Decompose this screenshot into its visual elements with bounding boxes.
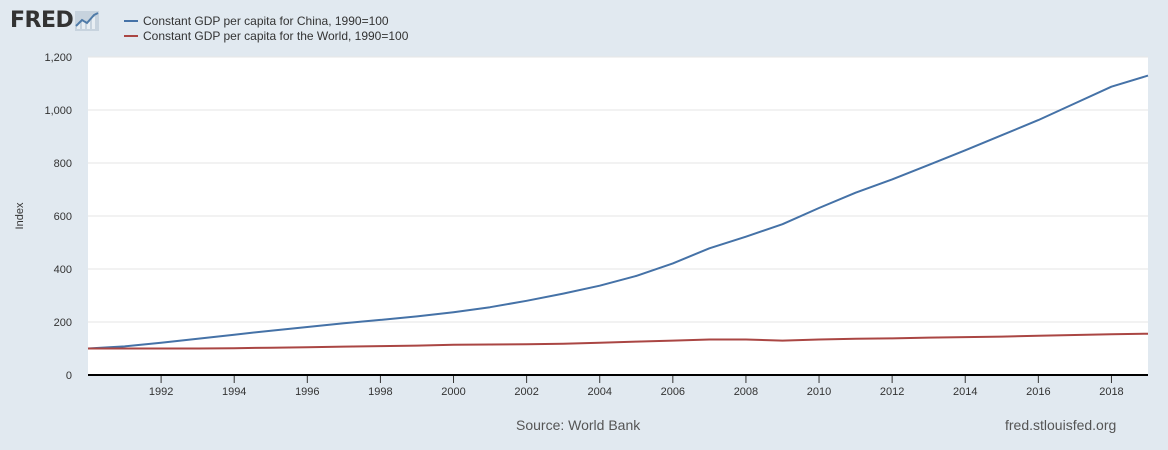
chart-legend: Constant GDP per capita for China, 1990=… [124, 13, 408, 43]
y-tick-label: 0 [66, 370, 72, 382]
x-tick-label: 1992 [149, 386, 173, 398]
legend-swatch-world [124, 34, 138, 37]
series-lines [87, 74, 1149, 350]
line-chart-icon [75, 10, 100, 31]
fred-logo[interactable]: FRED [10, 8, 100, 33]
legend-item-world[interactable]: Constant GDP per capita for the World, 1… [124, 28, 408, 43]
x-tick-label: 2002 [514, 386, 538, 398]
y-tick-label: 1,200 [44, 52, 72, 64]
x-tick-label: 1994 [222, 386, 246, 398]
x-tick-label: 2004 [587, 386, 611, 398]
x-tick-label: 2012 [880, 386, 904, 398]
fred-logo-text: FRED [10, 8, 74, 33]
legend-label-china: Constant GDP per capita for China, 1990=… [143, 13, 389, 28]
y-tick-label: 1,000 [44, 105, 72, 117]
x-tick-label: 2008 [734, 386, 758, 398]
y-axis-ticks: 0 200 400 600 800 1,000 1,200 [44, 52, 72, 382]
x-tick-label: 2006 [661, 386, 685, 398]
x-tick-label: 1998 [368, 386, 392, 398]
y-tick-label: 200 [54, 317, 72, 329]
line-chart: 0 200 400 600 800 1,000 1,200 1992 1994 1996 1998… [14, 52, 1149, 398]
x-axis-ticks: 1992 1994 1996 1998 2000 2002 2004 2006 2008 2010… [149, 375, 1124, 398]
fred-url-link[interactable]: fred.stlouisfed.org [1005, 417, 1117, 433]
y-tick-label: 400 [54, 264, 72, 276]
x-tick-label: 2016 [1026, 386, 1050, 398]
x-tick-label: 2000 [441, 386, 465, 398]
legend-swatch-china [124, 19, 138, 22]
x-tick-label: 1996 [295, 386, 319, 398]
series-line-china[interactable] [87, 74, 1149, 350]
x-tick-label: 2010 [807, 386, 831, 398]
legend-label-world: Constant GDP per capita for the World, 1… [143, 28, 409, 43]
y-axis-title: Index [14, 202, 26, 229]
x-tick-label: 2018 [1099, 386, 1123, 398]
series-line-world[interactable] [88, 332, 1149, 350]
y-tick-label: 800 [54, 158, 72, 170]
y-tick-label: 600 [54, 211, 72, 223]
legend-item-china[interactable]: Constant GDP per capita for China, 1990=… [124, 13, 408, 28]
grid-lines [88, 56, 1148, 323]
source-label: Source: World Bank [516, 417, 641, 433]
x-tick-label: 2014 [953, 386, 977, 398]
